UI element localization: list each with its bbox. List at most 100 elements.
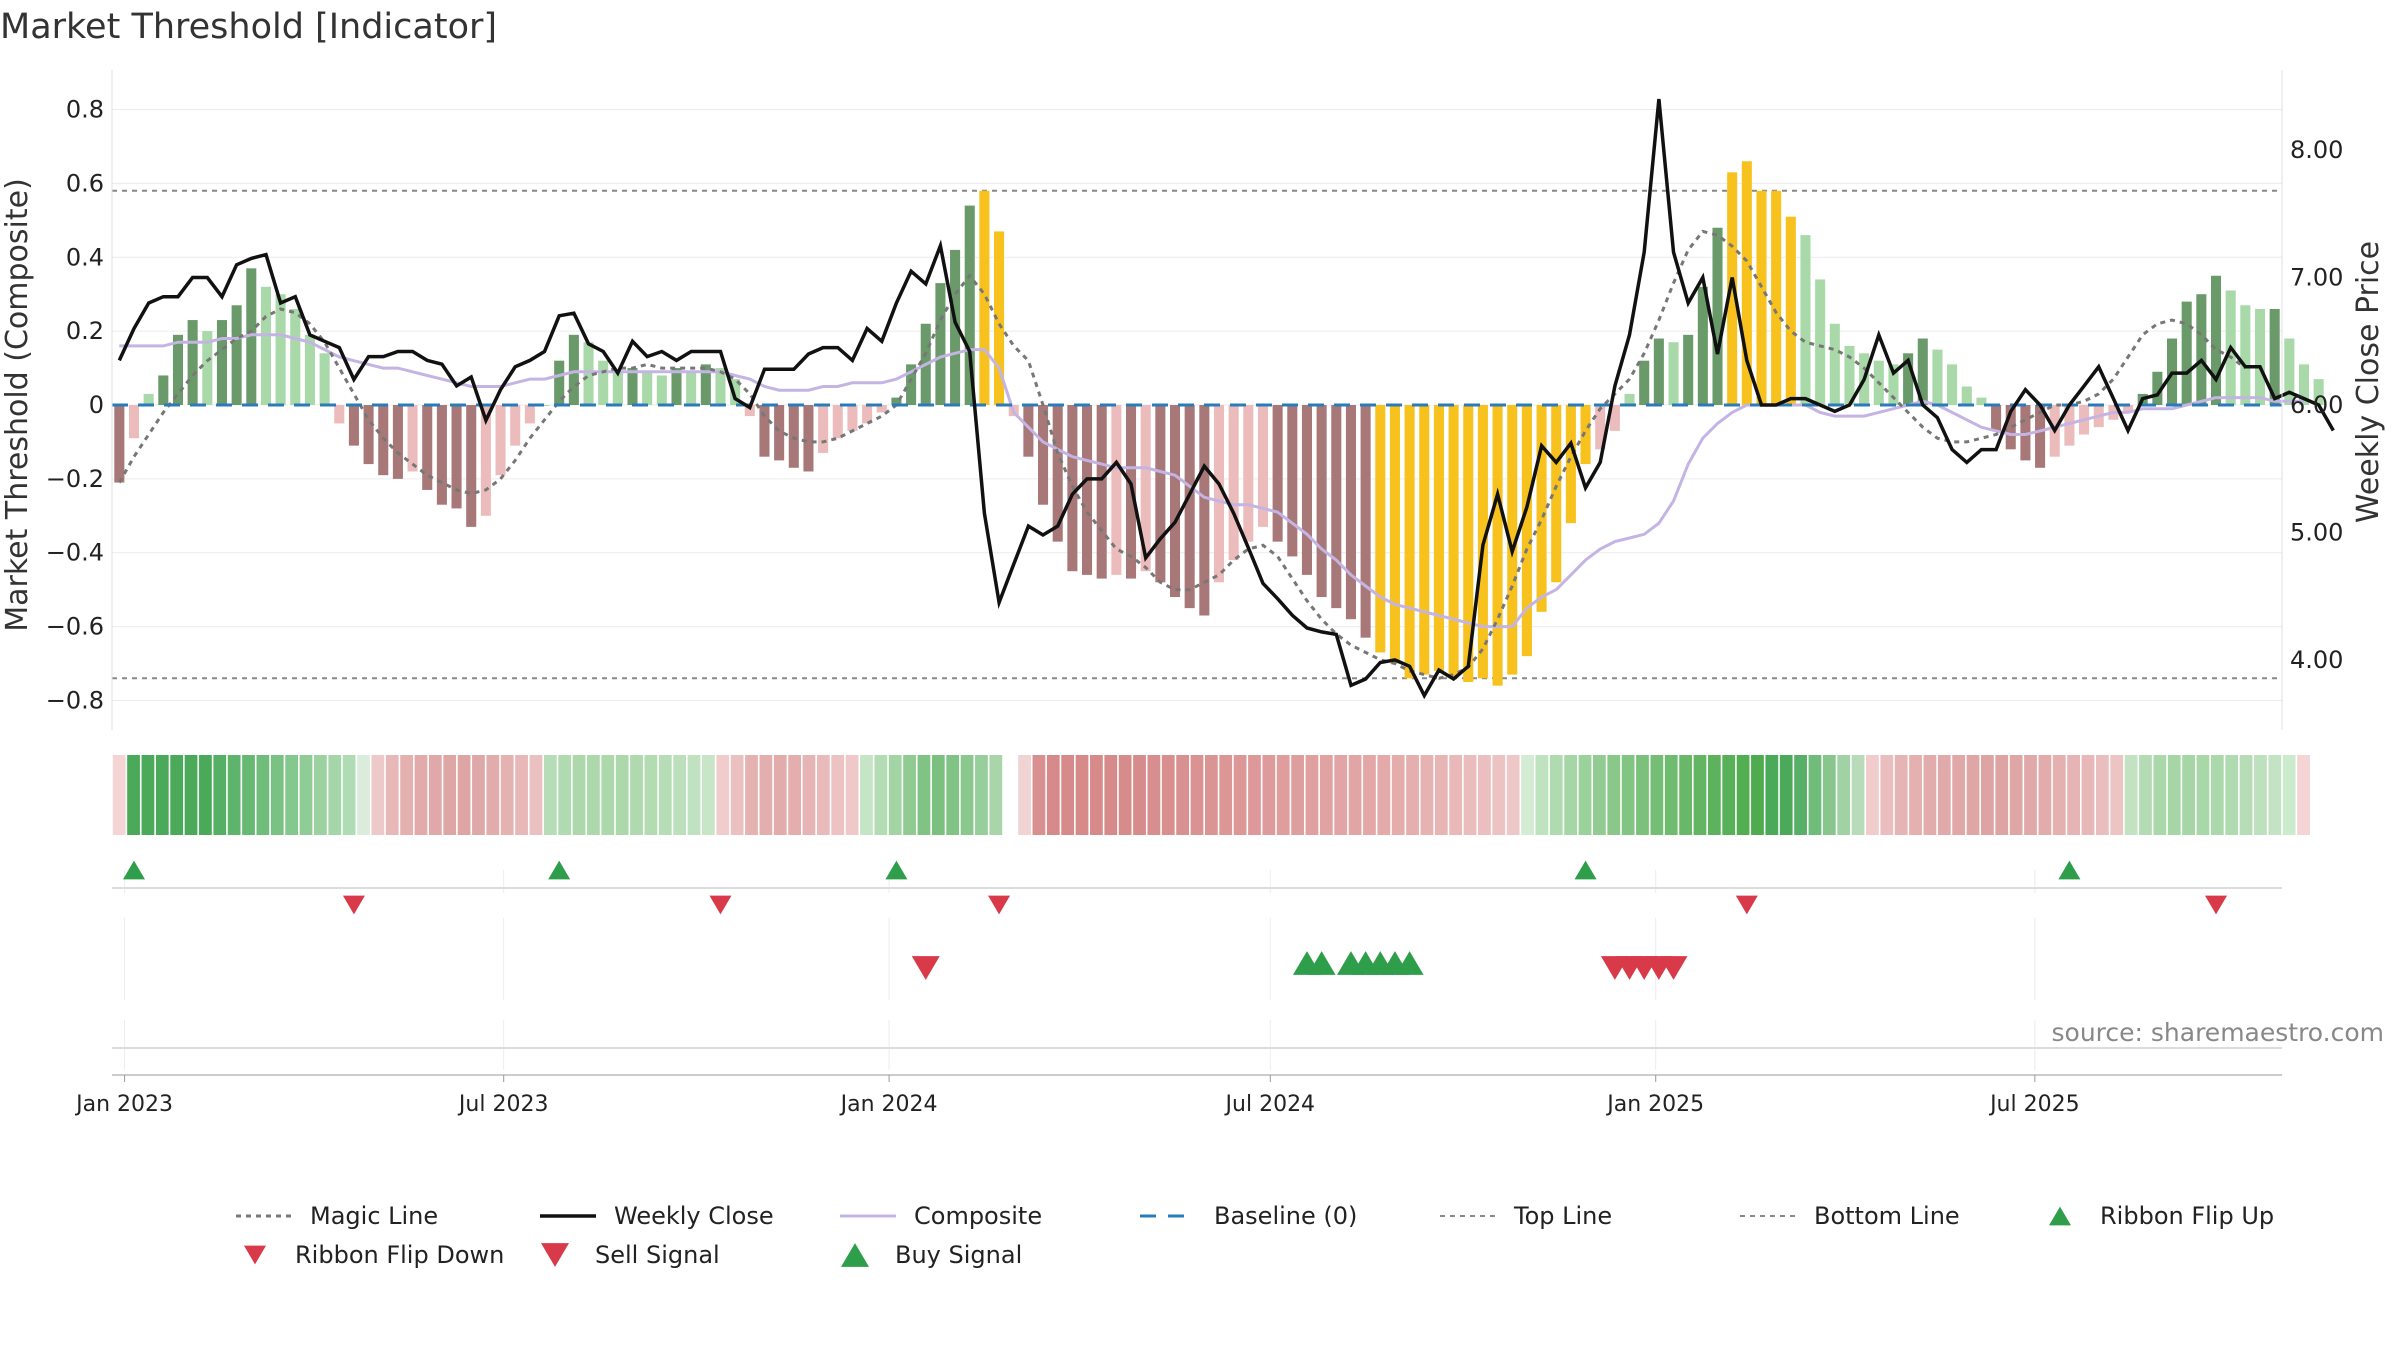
ribbon-cell [845, 755, 859, 835]
ribbon-cell [357, 755, 370, 835]
composite-bar [1082, 405, 1093, 575]
composite-bar [2020, 405, 2031, 461]
ribbon-cell [400, 755, 413, 835]
ribbon-cell [2038, 755, 2052, 835]
ribbon-cell [1966, 755, 1980, 835]
composite-bar [1140, 405, 1151, 572]
x-tick-label: Jul 2025 [1988, 1092, 2080, 1117]
ribbon-cell [1305, 755, 1319, 835]
legend-label: Ribbon Flip Down [295, 1241, 504, 1269]
composite-bar [348, 405, 359, 446]
ribbon-cell [1923, 755, 1937, 835]
composite-bar [1947, 364, 1958, 405]
composite-bar [1536, 405, 1547, 612]
ribbon-cell [2268, 755, 2282, 835]
composite-bar [627, 368, 638, 405]
ribbon-cell [773, 755, 787, 835]
ribbon-cell [457, 755, 471, 835]
threshold-lines [112, 189, 2282, 680]
composite-bar [744, 405, 755, 417]
legend-label: Bottom Line [1814, 1202, 1960, 1230]
ribbon-cell [601, 755, 615, 835]
sell-signal-marker [911, 956, 940, 980]
composite-bar [2240, 305, 2251, 405]
composite-bar [2210, 275, 2222, 405]
composite-bar [363, 405, 374, 465]
ribbon-cell [2167, 755, 2181, 835]
ribbon-cell [730, 755, 744, 835]
legend-label: Magic Line [310, 1202, 438, 1230]
ribbon-cell [917, 755, 931, 835]
composite-bar [1917, 338, 1928, 405]
composite-bar [1287, 405, 1298, 557]
legend: Magic Line Weekly Close Composite Baseline … [236, 1202, 2274, 1269]
ribbon-cell [802, 755, 816, 835]
ribbon-cell [328, 755, 342, 835]
composite-bar [275, 294, 286, 405]
legend-item-bottom: Bottom Line [1740, 1202, 1960, 1230]
ribbon-cell [385, 755, 399, 835]
ribbon-cell [141, 755, 155, 835]
composite-bar [1639, 360, 1650, 405]
ribbon-cell [1765, 755, 1779, 835]
composite-bar [524, 405, 535, 424]
ribbon-cell [1779, 755, 1793, 835]
composite-bar [803, 405, 814, 472]
composite-bar [1668, 342, 1679, 405]
ribbon-cell [170, 755, 184, 835]
composite-bar [1213, 405, 1225, 583]
ribbon-cell [1363, 755, 1376, 835]
ribbon-cell [1204, 755, 1218, 835]
composite-bar [319, 353, 330, 405]
series-lines [112, 98, 2335, 700]
composite-bar [656, 375, 667, 405]
composite-bar [671, 368, 682, 405]
legend-swatch [244, 1245, 266, 1265]
right-tick-label: 8.00 [2290, 136, 2343, 164]
composite-bar [583, 342, 594, 405]
ribbon-cell [2095, 755, 2109, 835]
composite-bar [1727, 172, 1738, 405]
ribbon-cell [1981, 755, 1994, 835]
composite-bars [114, 161, 2324, 686]
ribbon-cell [1909, 755, 1922, 835]
ribbon-cell [1693, 755, 1707, 835]
composite-bar [451, 405, 462, 509]
composite-bar [1844, 345, 1855, 405]
ribbon-cell [1621, 755, 1635, 835]
ribbon-cell [1061, 755, 1075, 835]
composite-bar [730, 379, 741, 405]
legend-item-buy: Buy Signal [841, 1241, 1022, 1269]
ribbon-cell [2282, 755, 2296, 835]
ribbon-cell [1894, 755, 1908, 835]
composite-bar [1653, 338, 1664, 405]
ribbon-cell [184, 755, 198, 835]
sell-signal-marker [1659, 956, 1688, 980]
composite-bar [1448, 405, 1459, 679]
ribbon-cell [2110, 755, 2124, 835]
composite-bar [891, 397, 902, 405]
composite-bar [1976, 397, 1987, 405]
left-axis-label: Market Threshold (Composite) [0, 178, 35, 632]
right-tick-label: 7.00 [2290, 264, 2343, 292]
ribbon-cell [1262, 755, 1276, 835]
composite-bar [436, 405, 447, 505]
ribbon-cell [702, 755, 715, 835]
ribbon-cell [644, 755, 658, 835]
composite-bar [2313, 379, 2324, 405]
composite-bar [2284, 338, 2295, 405]
buy-signal-marker [1307, 951, 1336, 975]
buy-signal-marker [1395, 951, 1424, 975]
composite-bar [1243, 405, 1254, 542]
ribbon-cell [1851, 755, 1865, 835]
composite-bar [1360, 405, 1371, 638]
composite-bar [612, 371, 623, 405]
composite-bar [1404, 405, 1415, 679]
composite-bar [1038, 405, 1049, 505]
composite-bar [2196, 294, 2207, 405]
ribbon-cell [1506, 755, 1520, 835]
left-tick-label: −0.6 [46, 613, 104, 641]
ribbon-cell [515, 755, 528, 835]
ribbon-cell [989, 755, 1003, 835]
